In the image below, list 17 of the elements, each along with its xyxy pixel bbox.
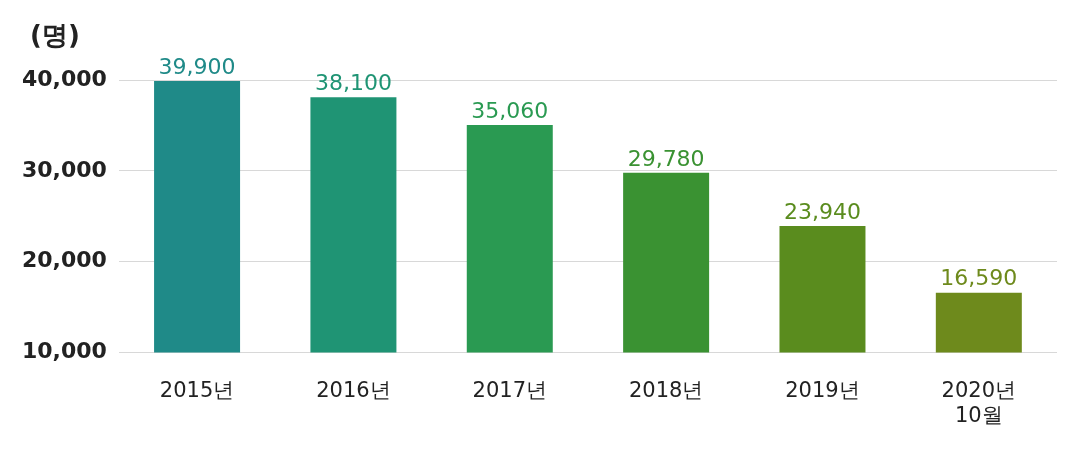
y-tick-label: 10,000: [21, 338, 107, 364]
data-label: 38,100: [314, 69, 392, 95]
y-tick-label: 30,000: [21, 156, 107, 182]
data-label: 39,900: [158, 53, 236, 79]
y-tick-label: 20,000: [21, 247, 107, 273]
x-tick-label: 2016년: [316, 377, 391, 402]
y-axis-title: (명): [30, 19, 80, 52]
x-tick-label: 2018년: [628, 377, 704, 402]
x-tick-label: 2015년: [159, 377, 235, 402]
data-label: 35,060: [471, 97, 549, 123]
x-tick-label: 2020년 10월: [941, 377, 1017, 427]
x-tick-label: 2019년: [785, 377, 860, 402]
y-tick-label: 40,000: [21, 65, 107, 91]
data-label: 16,590: [940, 265, 1018, 291]
data-label: 29,780: [627, 145, 705, 171]
x-tick-label: 2017년: [472, 377, 547, 402]
data-label: 23,940: [783, 198, 861, 224]
